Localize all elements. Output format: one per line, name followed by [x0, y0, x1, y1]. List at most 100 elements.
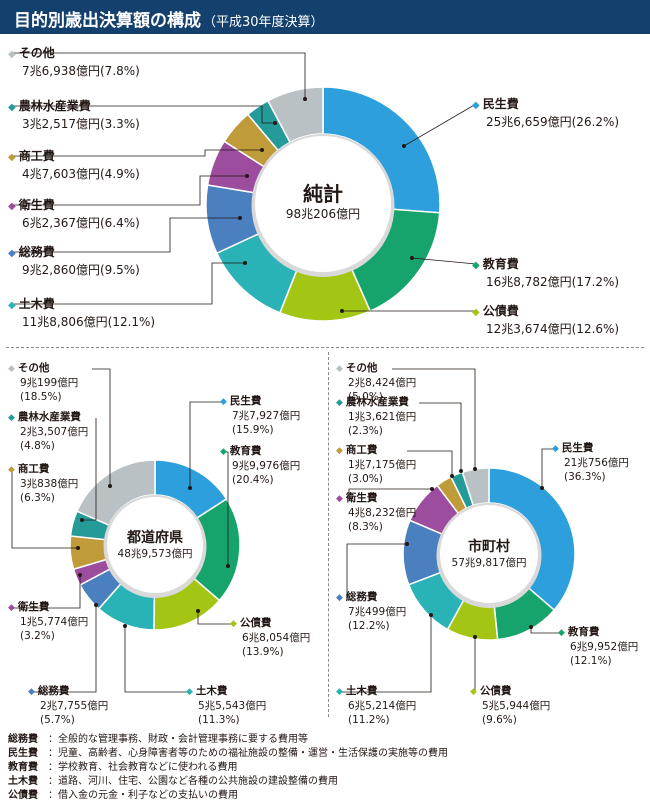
leader-dot-pref-civil	[123, 624, 127, 628]
label-total-agriculture: ◆ 農林水産業費 3兆2,517億円(3.3%)	[8, 98, 140, 132]
label-percent: (6.4%)	[100, 216, 140, 230]
label-name: 商工費	[345, 444, 378, 456]
leader-city-health	[348, 488, 432, 499]
label-amount: 1兆3,621億円	[348, 411, 417, 423]
definition-row: 総務費 ：全般的な管理事務、財政・会計管理事務に要する費用等	[8, 733, 448, 747]
leader-pref-general	[31, 605, 97, 693]
definition-term: 公債費	[8, 790, 38, 801]
label-total-general: ◆ 総務費 9兆2,860億円(9.5%)	[8, 244, 140, 278]
diamond-icon: ◆	[8, 413, 15, 423]
label-percent: (26.2%)	[571, 115, 620, 129]
center-total-pref: 48兆9,573億円	[117, 548, 193, 560]
label-total-debt: ◆ 公債費 12兆3,674億円(12.6%)	[472, 303, 619, 337]
label-percent: (9.5%)	[100, 263, 140, 277]
label-percent: (17.2%)	[571, 275, 620, 289]
leader-total-welfare	[403, 103, 477, 147]
label-amount: 9兆2,860億円	[22, 263, 100, 277]
center-label-total: 純計 98兆206億円	[263, 182, 383, 222]
label-percent: (18.5%)	[20, 391, 62, 403]
label-name: 農林水産業費	[345, 396, 409, 408]
label-name: 公債費	[482, 304, 519, 318]
label-city-agriculture: ◆ 農林水産業費 1兆3,621億円 (2.3%)	[336, 395, 416, 438]
label-amount: 5兆5,944億円	[482, 700, 551, 712]
label-amount: 4兆8,232億円	[348, 507, 417, 519]
diamond-icon: ◆	[8, 603, 15, 613]
label-city-other: ◆ その他 2兆8,424億円 (5.0%)	[336, 361, 416, 404]
header-bar: 目的別歳出決算額の構成 （平成30年度決算）	[0, 0, 650, 34]
label-amount: 6兆5,214億円	[348, 700, 417, 712]
leader-pref-education	[223, 451, 229, 566]
center-title-city: 市町村	[468, 539, 510, 555]
label-amount: 2兆7,755億円	[40, 700, 109, 712]
label-amount: 16兆8,782億円	[486, 275, 572, 289]
leader-dot-total-commerce	[260, 148, 264, 152]
label-amount: 11兆8,806億円	[22, 315, 108, 329]
label-amount: 21兆756億円	[564, 457, 629, 469]
label-city-debt: ◆ 公債費 5兆5,944億円 (9.6%)	[470, 684, 550, 727]
label-name: 衛生費	[345, 492, 378, 504]
label-percent: (12.1%)	[570, 655, 612, 667]
label-amount: 7兆7,927億円	[232, 410, 301, 422]
leader-pref-agriculture	[82, 418, 97, 521]
diamond-icon: ◆	[186, 687, 193, 697]
label-name: 土木費	[18, 297, 55, 311]
donut-total	[12, 52, 477, 322]
leader-dot-city-other	[473, 467, 477, 471]
definition-text: ：借入金の元金・利子などの支払いの費用	[48, 790, 238, 801]
leader-dot-pref-general	[94, 603, 98, 607]
leader-pref-commerce	[11, 470, 78, 549]
label-amount: 1兆5,774億円	[20, 616, 89, 628]
label-name: 総務費	[18, 245, 55, 259]
label-pref-other: ◆ その他 9兆199億円 (18.5%)	[8, 361, 78, 404]
leader-total-other	[12, 52, 306, 99]
label-percent: (36.3%)	[564, 471, 606, 483]
label-amount: 4兆7,603億円	[22, 167, 100, 181]
label-amount: 3兆838億円	[20, 478, 79, 490]
label-pref-welfare: ◆ 民生費 7兆7,927億円 (15.9%)	[220, 394, 300, 437]
leader-dot-city-commerce	[450, 474, 454, 478]
leader-dot-total-debt	[340, 309, 344, 313]
label-name: 衛生費	[18, 198, 55, 212]
label-pref-general: ◆ 総務費 2兆7,755億円 (5.7%)	[28, 684, 108, 727]
leader-total-commerce	[12, 149, 262, 157]
label-amount: 1兆7,175億円	[348, 459, 417, 471]
label-pref-agriculture: ◆ 農林水産業費 2兆3,507億円 (4.8%)	[8, 410, 88, 453]
leader-city-welfare	[541, 448, 555, 488]
label-pref-debt: ◆ 公債費 6兆8,054億円 (13.9%)	[230, 616, 310, 659]
label-percent: (8.3%)	[348, 521, 383, 533]
label-amount: 9兆9,976億円	[232, 460, 301, 472]
leader-dot-total-education	[410, 256, 414, 260]
label-amount: 7兆6,938億円	[22, 64, 100, 78]
leader-pref-welfare	[189, 401, 223, 488]
label-amount: 12兆3,674億円	[486, 322, 572, 336]
label-amount: 6兆9,952億円	[570, 641, 639, 653]
definition-term: 教育費	[8, 762, 38, 773]
diamond-icon: ◆	[28, 687, 35, 697]
definition-row: 教育費 ：学校教育、社会教育などに使われる費用	[8, 761, 448, 775]
leader-dot-total-general	[238, 216, 242, 220]
leader-pref-debt	[197, 611, 233, 625]
center-total-city: 57兆9,817億円	[451, 557, 527, 569]
diamond-icon: ◆	[8, 465, 15, 475]
leader-dot-city-health	[430, 487, 434, 491]
label-percent: (6.3%)	[20, 492, 55, 504]
definition-row: 民生費 ：児童、高齢者、心身障害者等のための福祉施設の整備・運営・生活保護の実施等…	[8, 747, 448, 761]
diamond-icon: ◆	[8, 201, 16, 212]
donut-pref	[11, 368, 241, 693]
definition-row: 土木費 ：道路、河川、住宅、公園など各種の公共施設の建設整備の費用	[8, 775, 448, 789]
label-city-health: ◆ 衛生費 4兆8,232億円 (8.3%)	[336, 491, 416, 534]
label-city-commerce: ◆ 商工費 1兆7,175億円 (3.0%)	[336, 443, 416, 486]
definition-text: ：全般的な管理事務、財政・会計管理事務に要する費用等	[48, 734, 308, 745]
label-name: 農林水産業費	[17, 411, 81, 423]
definition-text: ：道路、河川、住宅、公園など各種の公共施設の建設整備の費用	[48, 776, 338, 787]
label-percent: (7.8%)	[100, 64, 140, 78]
label-amount: 6兆8,054億円	[242, 632, 311, 644]
label-city-education: ◆ 教育費 6兆9,952億円 (12.1%)	[558, 625, 638, 668]
leader-total-civil	[12, 262, 245, 305]
leader-dot-pref-education	[226, 564, 230, 568]
label-percent: (11.2%)	[348, 714, 390, 726]
diamond-icon: ◆	[220, 447, 227, 457]
leader-dot-total-civil	[243, 261, 247, 265]
label-name: その他	[17, 362, 50, 374]
